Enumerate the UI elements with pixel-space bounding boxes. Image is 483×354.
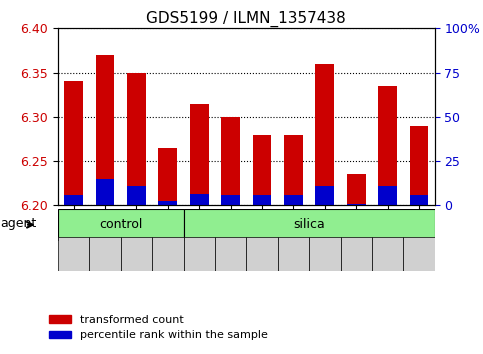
Bar: [315, 186, 334, 205]
Bar: [96, 55, 114, 205]
FancyBboxPatch shape: [309, 237, 341, 271]
Bar: [410, 195, 428, 205]
Bar: [127, 73, 146, 205]
FancyBboxPatch shape: [89, 237, 121, 271]
FancyBboxPatch shape: [372, 237, 403, 271]
Bar: [378, 86, 397, 205]
Bar: [127, 186, 146, 205]
FancyBboxPatch shape: [341, 237, 372, 271]
Text: silica: silica: [293, 218, 325, 231]
Text: GSM665790: GSM665790: [419, 207, 429, 266]
Text: GSM665768: GSM665768: [294, 207, 303, 266]
FancyBboxPatch shape: [184, 209, 435, 241]
Bar: [378, 186, 397, 205]
Bar: [221, 117, 240, 205]
FancyBboxPatch shape: [58, 209, 184, 241]
Bar: [284, 195, 303, 205]
FancyBboxPatch shape: [184, 237, 215, 271]
Bar: [284, 135, 303, 205]
Text: GSM665752: GSM665752: [199, 207, 209, 267]
FancyBboxPatch shape: [278, 237, 309, 271]
Bar: [315, 64, 334, 205]
Legend: transformed count, percentile rank within the sample: transformed count, percentile rank withi…: [44, 310, 272, 345]
Text: GSM665757: GSM665757: [231, 207, 241, 267]
Text: GSM665755: GSM665755: [74, 207, 84, 267]
Bar: [190, 194, 209, 205]
FancyBboxPatch shape: [152, 237, 184, 271]
Text: GSM665787: GSM665787: [168, 207, 178, 266]
Bar: [190, 103, 209, 205]
Text: GSM665763: GSM665763: [105, 207, 115, 266]
FancyBboxPatch shape: [215, 237, 246, 271]
Text: control: control: [99, 218, 142, 231]
FancyBboxPatch shape: [246, 237, 278, 271]
FancyBboxPatch shape: [403, 237, 435, 271]
Bar: [64, 195, 83, 205]
FancyBboxPatch shape: [58, 237, 89, 271]
Text: agent: agent: [0, 217, 37, 230]
Bar: [253, 135, 271, 205]
Bar: [221, 195, 240, 205]
Bar: [410, 126, 428, 205]
Text: GSM665780: GSM665780: [325, 207, 335, 266]
Bar: [96, 179, 114, 205]
FancyBboxPatch shape: [121, 237, 152, 271]
Title: GDS5199 / ILMN_1357438: GDS5199 / ILMN_1357438: [146, 11, 346, 27]
Text: GSM665781: GSM665781: [137, 207, 146, 266]
Bar: [347, 174, 366, 205]
Bar: [158, 148, 177, 205]
Bar: [64, 81, 83, 205]
Text: GSM665783: GSM665783: [356, 207, 366, 266]
Bar: [158, 201, 177, 205]
Text: GSM665764: GSM665764: [262, 207, 272, 266]
Bar: [253, 195, 271, 205]
Text: GSM665789: GSM665789: [388, 207, 398, 266]
